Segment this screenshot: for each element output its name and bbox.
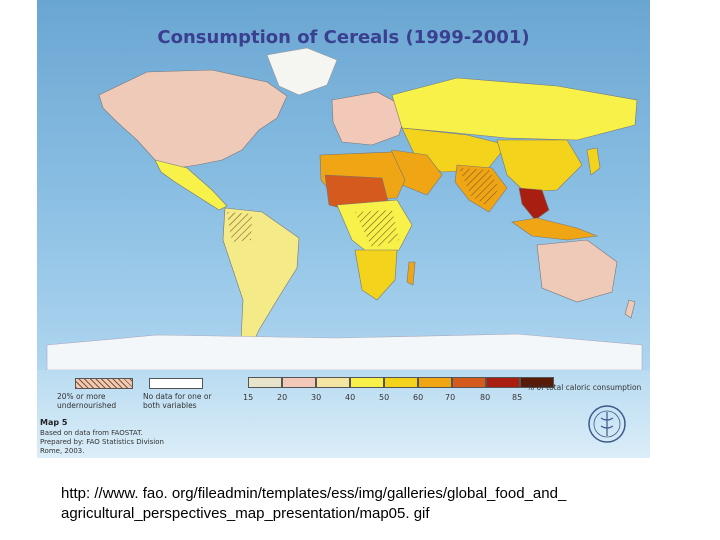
scale-swatch-9 <box>520 377 554 388</box>
region-europe <box>331 91 408 146</box>
scale-tick: 60 <box>413 393 424 402</box>
region-china <box>496 139 583 193</box>
region-russia <box>391 77 638 141</box>
scale-tick: 20 <box>277 393 288 402</box>
scale-tick: 80 <box>480 393 491 402</box>
source-url[interactable]: http: //www. fao. org/fileadmin/template… <box>61 484 701 524</box>
scale-swatch-8 <box>486 377 520 388</box>
no-data-label: No data for one or both variables <box>143 392 212 410</box>
scale-tick: 70 <box>445 393 456 402</box>
region-southeast-asia <box>518 187 550 221</box>
scale-tick: 40 <box>345 393 356 402</box>
scale-tick: 50 <box>379 393 390 402</box>
scale-swatch-7 <box>452 377 486 388</box>
region-north-america <box>98 69 288 169</box>
region-madagascar <box>406 261 416 286</box>
region-southern-africa <box>354 249 398 301</box>
credit-line: Based on data from FAOSTAT. <box>40 429 143 437</box>
region-south-america-hatch <box>227 212 252 242</box>
url-line-1[interactable]: http: //www. fao. org/fileadmin/template… <box>61 485 567 502</box>
no-data-swatch <box>149 378 203 389</box>
scale-swatch-6 <box>418 377 452 388</box>
region-south-asia-hatch <box>459 168 499 206</box>
undernourished-swatch <box>75 378 133 389</box>
region-greenland <box>266 47 338 96</box>
world-map <box>46 47 643 371</box>
map-title: Consumption of Cereals (1999-2001) <box>157 27 530 48</box>
scale-swatch-3 <box>316 377 350 388</box>
region-central-africa-hatch <box>355 210 399 248</box>
credit-line: Prepared by: FAO Statistics Division <box>40 438 164 446</box>
undernourished-label: 20% or more undernourished <box>57 392 117 410</box>
region-central-america <box>154 159 228 211</box>
scale-swatch-5 <box>384 377 418 388</box>
scale-tick: 30 <box>311 393 322 402</box>
scale-swatch-2 <box>282 377 316 388</box>
region-japan <box>586 147 601 176</box>
fao-logo <box>588 405 626 443</box>
url-line-2[interactable]: agricultural_perspectives_map_presentati… <box>61 505 430 522</box>
map-image: Consumption of Cereals (1999-2001) 20% o… <box>37 0 650 458</box>
map-number: Map 5 <box>40 418 68 427</box>
region-new-zealand <box>624 299 636 319</box>
region-australia <box>536 239 618 303</box>
credit-line: Rome, 2003. <box>40 447 85 455</box>
scale-swatch-1 <box>248 377 282 388</box>
scale-swatch-4 <box>350 377 384 388</box>
region-indonesia <box>511 217 599 241</box>
scale-tick: 85 <box>512 393 523 402</box>
scale-tick: 15 <box>243 393 254 402</box>
region-antarctica <box>46 333 643 371</box>
scale-caption: % of total caloric consumption <box>527 383 642 392</box>
